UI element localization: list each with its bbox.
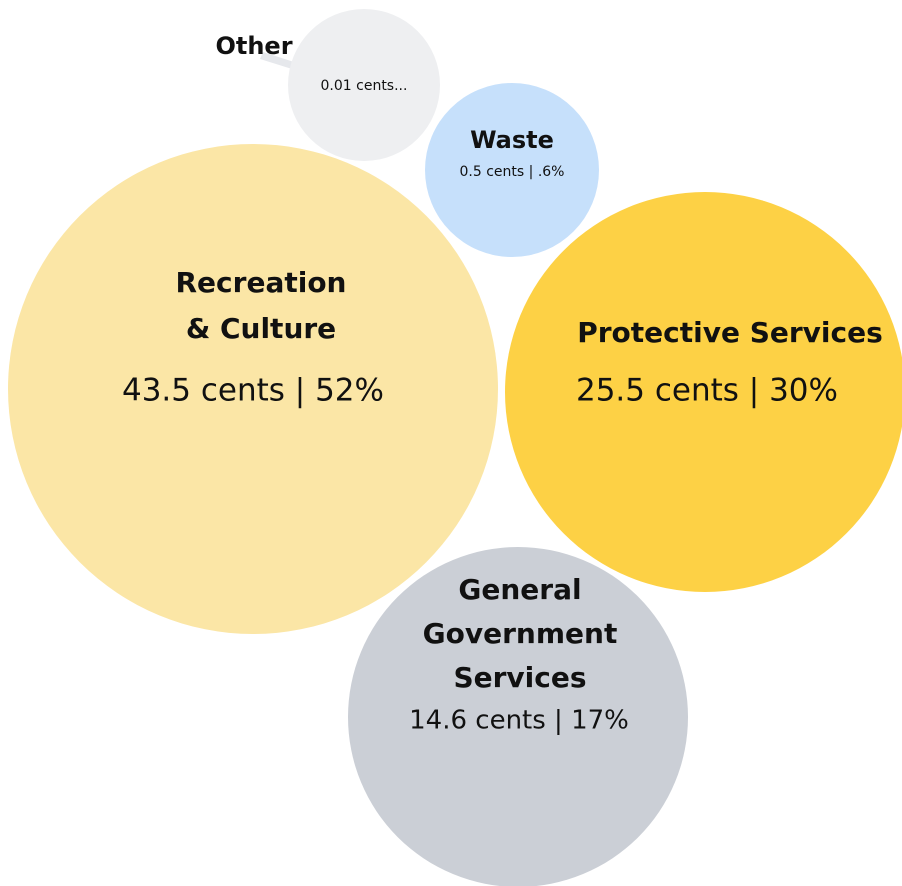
bubble-waste-value-label: 0.5 cents | .6% bbox=[460, 164, 565, 180]
bubble-protective-circle bbox=[505, 192, 902, 592]
bubble-protective-value-label: 25.5 cents | 30% bbox=[576, 373, 838, 409]
bubble-general-name-line-2: Government bbox=[423, 617, 618, 650]
bubble-other-name-line-1: Other bbox=[215, 32, 292, 60]
bubble-recreation-name-line-1: Recreation bbox=[176, 266, 347, 299]
bubble-waste-circle bbox=[425, 83, 599, 257]
bubble-protective: Protective Services 25.5 cents | 30% bbox=[505, 192, 902, 592]
bubble-other-circle bbox=[288, 9, 440, 161]
bubble-waste: Waste 0.5 cents | .6% bbox=[425, 83, 599, 257]
bubble-general: General Government Services 14.6 cents | 17… bbox=[348, 547, 688, 886]
bubble-general-circle bbox=[348, 547, 688, 886]
bubble-waste-name-line-1: Waste bbox=[470, 126, 554, 154]
bubble-recreation-name-line-2: & Culture bbox=[186, 312, 336, 345]
bubble-recreation-value-label: 43.5 cents | 52% bbox=[122, 373, 384, 409]
bubble-recreation-circle bbox=[8, 144, 498, 634]
bubble-other-value-label: 0.01 cents... bbox=[321, 78, 408, 94]
bubble-protective-name-line-1: Protective Services bbox=[577, 316, 883, 349]
bubble-general-name-line-3: Services bbox=[453, 661, 586, 694]
bubble-general-value-label: 14.6 cents | 17% bbox=[409, 706, 629, 736]
other-leader-line bbox=[260, 52, 294, 69]
bubble-other: Other 0.01 cents... bbox=[215, 9, 440, 161]
bubble-recreation: Recreation & Culture 43.5 cents | 52% bbox=[8, 144, 498, 634]
bubble-general-name-line-1: General bbox=[458, 573, 581, 606]
